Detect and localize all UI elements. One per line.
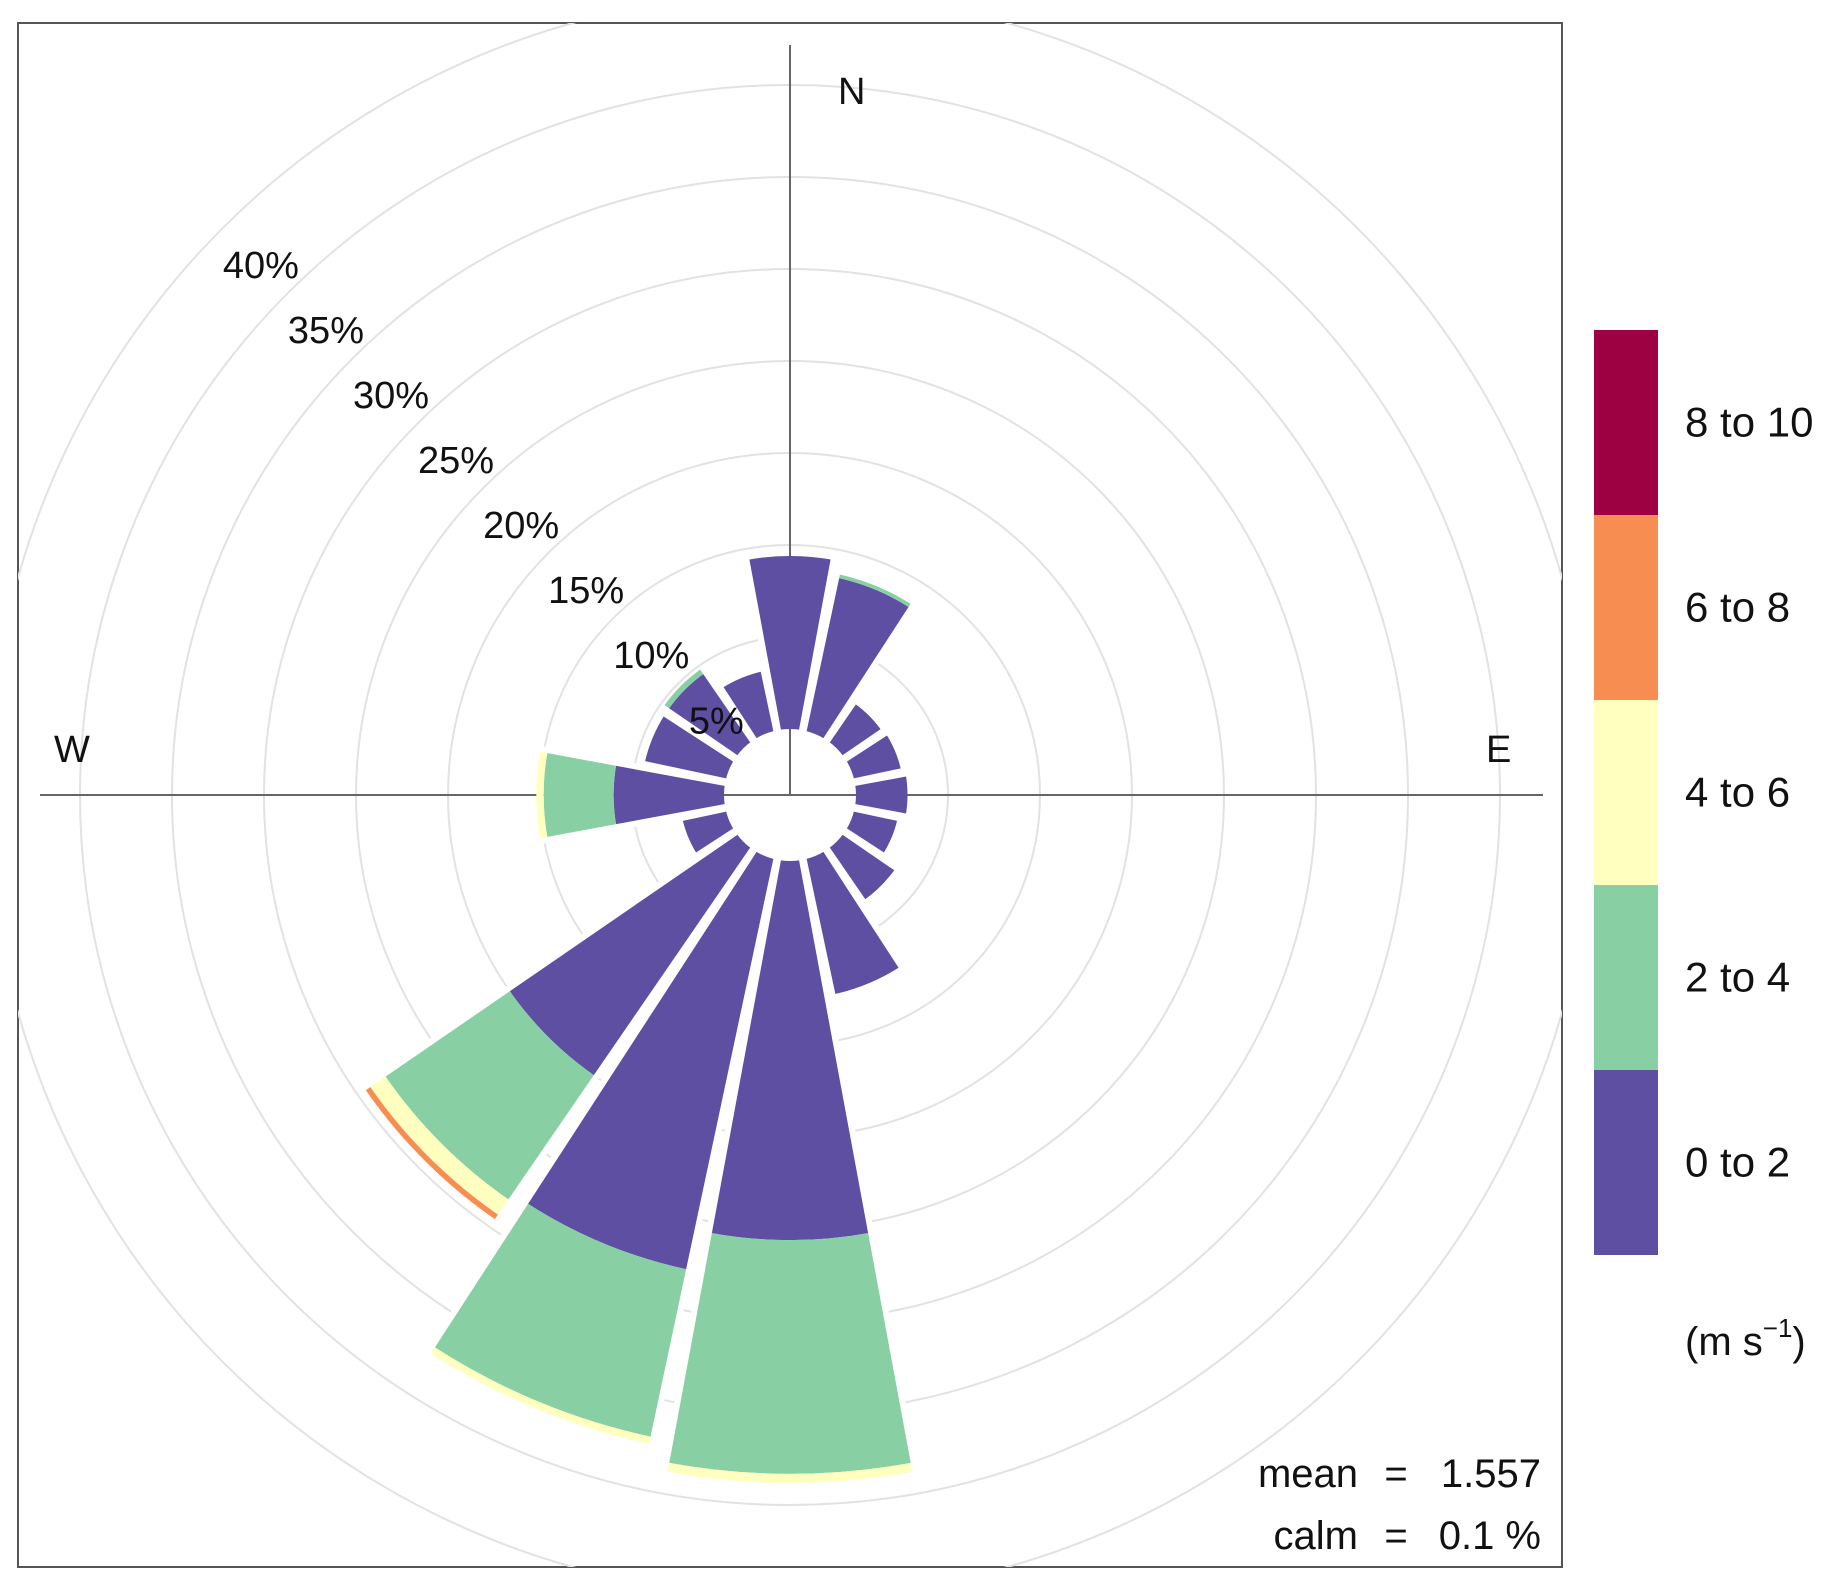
petal-S-bin-0: [708, 859, 872, 1241]
legend-swatch-4: [1594, 1070, 1658, 1255]
petal-gap-SSW-left: [648, 856, 780, 1448]
radial-tick-label-40: 40%: [223, 245, 299, 287]
stat-calm-label: calm: [1274, 1514, 1358, 1558]
petal-gap-SSE-left: [822, 847, 905, 970]
wind-petals: [360, 556, 919, 1483]
petal-gap-SW-right: [360, 828, 739, 1092]
radial-tick-label-25: 25%: [418, 440, 494, 482]
petal-SSW-bin-2: [428, 1345, 654, 1445]
compass-label-north: N: [838, 71, 865, 113]
petal-SSW-bin-1: [432, 1202, 690, 1438]
petal-NNE-bin-1: [836, 573, 914, 609]
legend-unit-prefix: (m s: [1685, 1320, 1763, 1364]
stat-calm-value: 0.1 %: [1439, 1514, 1541, 1558]
radial-tick-label-5: 5%: [689, 700, 744, 742]
petal-E-bin-0: [854, 773, 908, 817]
radial-tick-label-30: 30%: [353, 375, 429, 417]
petal-ESE-bin-0: [845, 808, 898, 855]
petal-SSW-bin-0: [525, 850, 777, 1270]
radial-tick-labels: 5%10% 15% 20% 25% 30% 35% 40%: [223, 245, 744, 742]
petal-gap-W-left: [538, 803, 728, 845]
petal-gap-NW-left: [659, 703, 739, 762]
stat-mean-equals: =: [1384, 1452, 1407, 1496]
compass-label-west: W: [54, 729, 90, 771]
legend-swatch-0: [1594, 330, 1658, 515]
petal-gap-ESE-left: [851, 805, 901, 822]
compass-label-east: E: [1486, 729, 1511, 771]
petal-gap-S-left: [798, 857, 919, 1474]
legend-label-1: 6 to 8: [1685, 584, 1790, 631]
petal-SW-bin-3: [364, 1084, 501, 1221]
petal-gap-WNW-left: [641, 760, 729, 785]
petal-WNW-bin-0: [644, 713, 735, 782]
petal-gap-WSW-left: [694, 827, 738, 859]
petal-gap-E-left: [852, 770, 909, 787]
petal-WSW-bin-0: [682, 808, 735, 855]
stat-calm-equals: =: [1384, 1514, 1407, 1558]
speed-legend: 8 to 10 6 to 8 4 to 6 2 to 4 0 to 2: [1594, 330, 1813, 1255]
petal-gap-NE-left: [823, 699, 858, 744]
petal-SW-bin-2: [368, 1074, 511, 1217]
radial-tick-label-10: 10%: [613, 635, 689, 677]
petal-SE-bin-0: [827, 832, 896, 901]
petal-gap-ENE-left: [842, 729, 889, 763]
petal-gap-NNE-left: [800, 571, 841, 734]
petal-S-bin-2: [664, 1462, 916, 1483]
petal-N-bin-0: [746, 556, 834, 731]
petal-W-bin-2: [536, 748, 548, 842]
petal-SW-bin-1: [383, 988, 597, 1202]
wind-stats: mean = 1.557 calm = 0.1 %: [1258, 1452, 1541, 1558]
legend-label-0: 8 to 10: [1685, 399, 1813, 446]
radial-tick-label-35: 35%: [288, 310, 364, 352]
petal-gap-NNW-left: [717, 685, 758, 743]
legend-label-3: 2 to 4: [1685, 954, 1790, 1001]
petal-NE-bin-0: [827, 702, 883, 758]
legend-unit-superscript: −1: [1763, 1313, 1793, 1343]
legend-label-2: 4 to 6: [1685, 769, 1790, 816]
petal-gap-SSW-right: [424, 847, 758, 1356]
radial-tick-label-15: 15%: [548, 570, 624, 612]
legend-swatch-1: [1594, 515, 1658, 700]
petal-NW-bin-1: [662, 667, 706, 711]
petal-gap-S-right: [661, 857, 782, 1474]
legend-unit-close: ): [1792, 1320, 1805, 1364]
petal-gap-NNW-right: [760, 668, 780, 734]
radial-tick-label-20: 20%: [483, 505, 559, 547]
legend-label-4: 0 to 2: [1685, 1139, 1790, 1186]
petal-NW-bin-0: [667, 672, 753, 758]
petal-SW-bin-0: [508, 832, 753, 1077]
petal-ENE-bin-0: [845, 732, 902, 782]
stat-mean-label: mean: [1258, 1452, 1358, 1496]
petal-S-bin-1: [666, 1232, 914, 1474]
petal-SSE-bin-0: [803, 850, 902, 995]
petal-gap-SW-left: [493, 846, 757, 1225]
petal-W-bin-1: [543, 750, 617, 840]
stat-mean-value: 1.557: [1441, 1452, 1541, 1496]
legend-swatch-3: [1594, 885, 1658, 1070]
petal-NNW-bin-0: [720, 671, 777, 740]
legend-swatch-2: [1594, 700, 1658, 885]
petal-gap-SE-left: [841, 828, 900, 872]
legend-unit-label: (m s−1): [1685, 1313, 1806, 1364]
